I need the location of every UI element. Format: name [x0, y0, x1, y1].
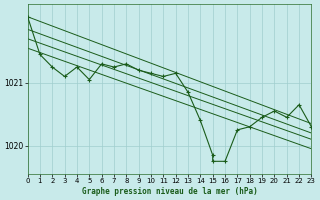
X-axis label: Graphe pression niveau de la mer (hPa): Graphe pression niveau de la mer (hPa)	[82, 187, 257, 196]
